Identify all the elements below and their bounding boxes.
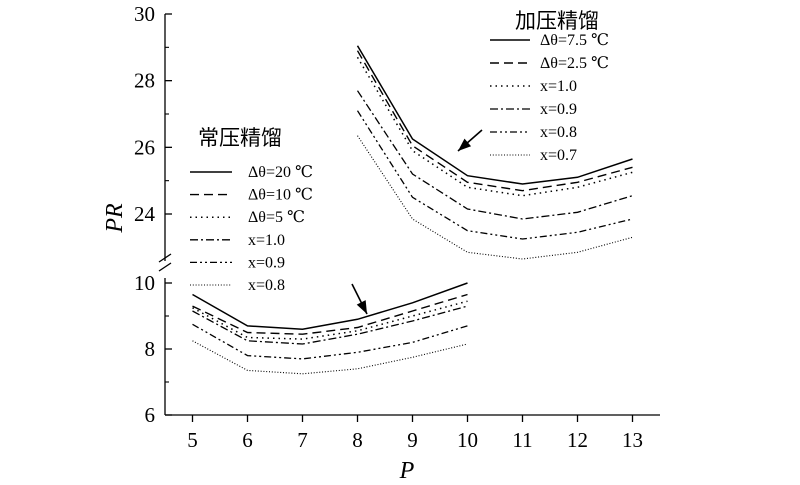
- legend-layer: Δθ=20 ℃ Δθ=10 ℃ Δθ=5 ℃ x=1.0 x=0.9 x=0.8 Δθ=7.…: [190, 32, 609, 294]
- series-line-upper-0: [356, 45, 633, 185]
- series-line-upper-1: [356, 50, 633, 192]
- upper-group-title: 加压精馏: [515, 9, 599, 33]
- legend-label-upper-4: x=0.8: [540, 124, 577, 141]
- series-line-lower-1: [192, 293, 468, 335]
- lower-group-title: 常压精馏: [198, 126, 282, 150]
- legend-label-upper-1: Δθ=2.5 ℃: [540, 55, 609, 72]
- axis-break-mark: [158, 262, 172, 272]
- series-line-upper-4: [356, 110, 633, 240]
- y-tick-label: 6: [145, 403, 156, 427]
- annotation-arrow-upper: [457, 129, 483, 152]
- legend-label-lower-3: x=1.0: [248, 232, 285, 249]
- y-tick-label: 26: [134, 135, 155, 159]
- legend-label-lower-1: Δθ=10 ℃: [248, 187, 313, 204]
- x-tick-label: 5: [187, 428, 198, 452]
- series-line-upper-3: [356, 90, 633, 220]
- y-tick-label: 28: [134, 69, 155, 93]
- series-line-lower-0: [192, 282, 468, 330]
- y-tick-label: 24: [134, 202, 156, 226]
- x-tick-label: 9: [407, 428, 418, 452]
- legend-label-upper-3: x=0.9: [540, 101, 577, 118]
- x-tick-label: 11: [512, 428, 532, 452]
- x-axis-title: P: [399, 458, 415, 484]
- legend-label-upper-5: x=0.7: [540, 147, 577, 164]
- x-tick-label: 12: [567, 428, 588, 452]
- legend-label-upper-2: x=1.0: [540, 78, 577, 95]
- axes-layer: 5 6 7 8 9 10 11 12 13 6 8 10 24 26 28 30: [134, 2, 660, 452]
- x-tick-label: 13: [622, 428, 643, 452]
- y-tick-label: 30: [134, 2, 155, 26]
- x-tick-label: 10: [457, 428, 478, 452]
- legend-label-lower-2: Δθ=5 ℃: [248, 209, 305, 226]
- x-tick-label: 8: [352, 428, 363, 452]
- legend-label-lower-4: x=0.9: [248, 254, 285, 271]
- axis-break-mark: [158, 253, 172, 263]
- x-tick-label: 6: [242, 428, 253, 452]
- series-layer: [192, 45, 633, 375]
- legend-label-upper-0: Δθ=7.5 ℃: [540, 32, 609, 49]
- x-tick-label: 7: [297, 428, 308, 452]
- y-axis-title: PR: [102, 203, 128, 234]
- annotation-layer: [351, 129, 483, 315]
- series-line-lower-3: [192, 305, 468, 345]
- y-tick-label: 10: [134, 271, 155, 295]
- legend-label-lower-0: Δθ=20 ℃: [248, 164, 313, 181]
- annotation-arrow-lower: [351, 283, 368, 315]
- series-line-lower-4: [192, 323, 468, 360]
- series-line-lower-5: [192, 340, 468, 375]
- y-tick-label: 8: [145, 337, 156, 361]
- legend-label-lower-5: x=0.8: [248, 277, 285, 294]
